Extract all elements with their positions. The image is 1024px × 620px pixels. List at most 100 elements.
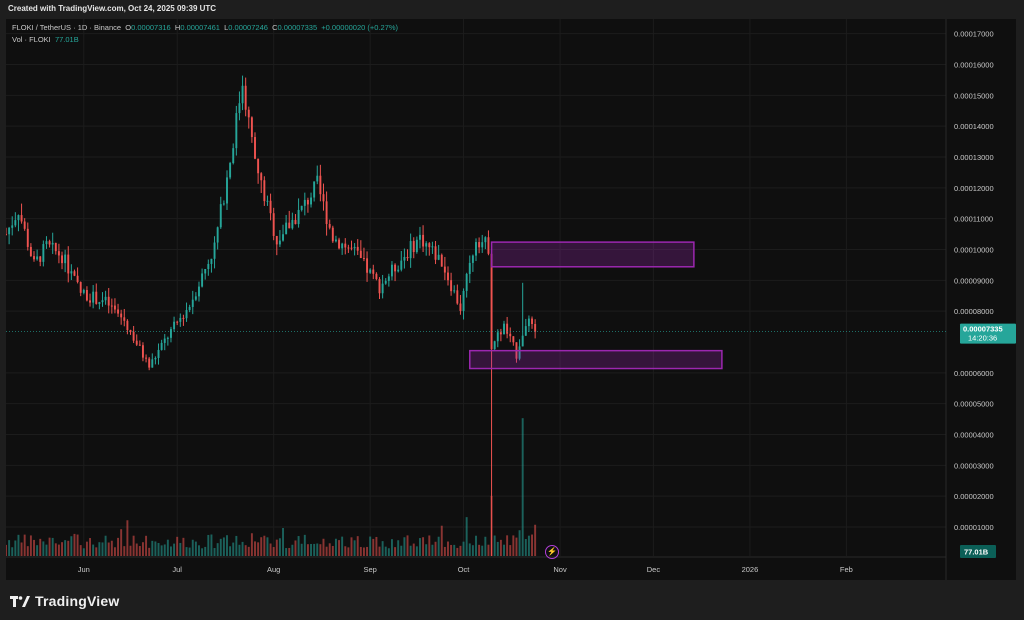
volume-bar [254, 541, 256, 556]
candle-body [235, 113, 238, 149]
candle-body [484, 237, 487, 243]
candle-body [378, 279, 381, 294]
candle-body [210, 258, 213, 264]
volume-bar [57, 544, 60, 556]
footer [0, 580, 1024, 620]
volume-bar [23, 534, 26, 556]
volume-bar [347, 547, 350, 556]
volume-bar [219, 538, 222, 556]
candle-body [222, 203, 225, 205]
candle-body [132, 331, 135, 341]
volume-bar [207, 534, 210, 556]
candle-body [113, 305, 116, 310]
candle-body [85, 290, 88, 301]
volume-bar [135, 543, 138, 556]
volume-bar [173, 543, 176, 556]
volume-bar [89, 538, 92, 556]
volume-bar [191, 539, 194, 556]
volume-bar [17, 534, 20, 556]
candle-body [238, 103, 241, 114]
price-chart[interactable]: 0.00017000 0.00016000 0.00015000 0.00014000… [6, 19, 1016, 580]
tradingview-logo-icon [10, 595, 30, 607]
close-value: 0.00007335 [277, 23, 318, 32]
candle-body [471, 255, 474, 263]
volume-bar [257, 542, 260, 556]
candle-body [213, 242, 216, 259]
volume-bar [39, 538, 42, 556]
y-tick-label: 0.00004000 [954, 431, 994, 440]
x-tick-label: Jul [172, 565, 182, 574]
volume-bar [409, 545, 412, 556]
chart-panel[interactable] [6, 19, 1016, 580]
symbol-title: FLOKI / TetherUS · 1D · Binance [12, 23, 122, 32]
volume-bar [512, 535, 515, 556]
brand-name: TradingView [35, 593, 120, 609]
candle-body [322, 194, 325, 202]
y-tick-label: 0.00009000 [954, 276, 994, 285]
candle-body [431, 246, 434, 248]
candle-body [291, 219, 294, 229]
volume-bar [390, 539, 393, 556]
candle-body [79, 282, 82, 293]
candle-body [275, 235, 278, 245]
tradingview-logo[interactable]: TradingView [10, 592, 119, 610]
candle-body [344, 243, 347, 248]
volume-bar [213, 548, 216, 556]
volume-bar [509, 545, 512, 556]
candle-body [17, 215, 20, 221]
volume-bar [353, 540, 356, 556]
volume-bar [235, 535, 238, 556]
volume-bar [338, 540, 341, 556]
candle-body [384, 280, 387, 284]
candle-body [412, 241, 415, 253]
candle-body [425, 243, 428, 247]
x-tick-label: 2026 [742, 565, 759, 574]
candle-body [319, 175, 322, 195]
candle-body [334, 239, 337, 242]
candle-body [406, 256, 409, 259]
volume-bar [366, 546, 369, 556]
volume-bar [198, 545, 200, 556]
volume-bar [362, 547, 365, 556]
candle-body [328, 224, 331, 228]
candle-body [254, 137, 256, 159]
volume-bar [515, 537, 518, 556]
candle-body [176, 321, 179, 323]
volume-bar [64, 540, 67, 556]
volume-bar [260, 537, 263, 556]
countdown-value: 14:20:36 [968, 334, 997, 343]
lightning-icon[interactable]: ⚡ [545, 545, 559, 559]
candle-body [487, 237, 490, 254]
volume-bar [487, 544, 490, 556]
volume-bar [478, 544, 481, 556]
volume-bar [182, 537, 185, 556]
volume-bar [126, 520, 129, 556]
volume-bar [232, 542, 235, 556]
candle-body [160, 342, 163, 350]
candle-body [48, 241, 51, 245]
volume-bar [132, 535, 135, 556]
candle-body [518, 346, 521, 359]
candle-body [356, 246, 359, 251]
candle-body [145, 357, 148, 359]
candle-body [188, 306, 191, 311]
volume-bar [437, 536, 440, 556]
candle-body [372, 269, 375, 274]
candle-body [8, 227, 11, 235]
x-tick-label: Aug [267, 565, 280, 574]
candle-body [443, 266, 446, 273]
volume-bar [11, 547, 14, 556]
candle-body [437, 254, 440, 260]
volume-bar [313, 543, 316, 556]
candle-body [288, 222, 291, 229]
candle-body [179, 317, 182, 322]
candle-body [524, 326, 527, 336]
candle-body [23, 221, 26, 229]
volume-bar [151, 540, 154, 556]
volume-label: Vol · FLOKI [12, 35, 51, 44]
candle-body [447, 272, 449, 281]
demand-zone [469, 349, 723, 370]
volume-bar [356, 536, 359, 556]
volume-bar [85, 541, 88, 556]
volume-bar [415, 546, 418, 556]
